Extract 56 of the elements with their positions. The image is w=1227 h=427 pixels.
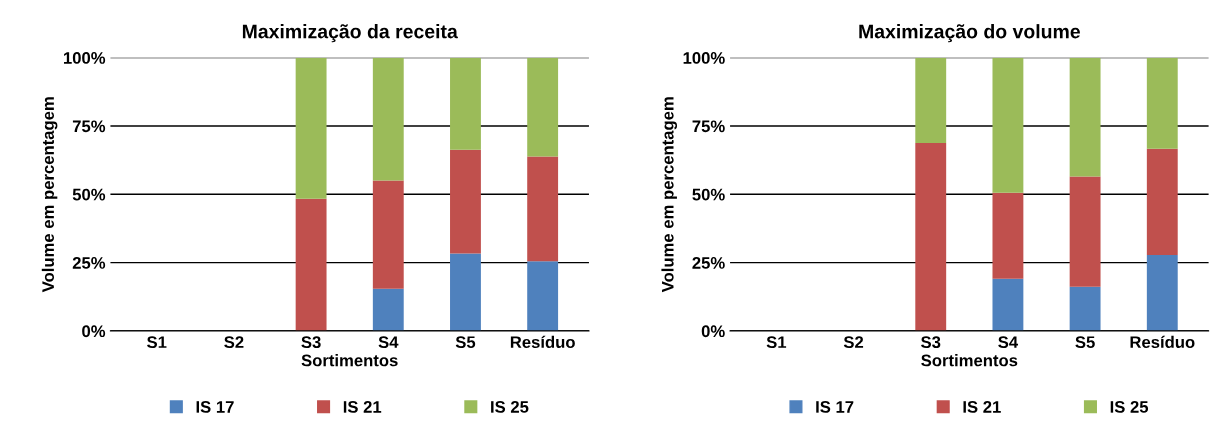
legend-label: IS 25 (1110, 401, 1149, 413)
bar (1146, 254, 1178, 331)
legend-label: IS 21 (963, 401, 1001, 413)
bar (1069, 176, 1101, 287)
x-axis-title: Sortimentos (301, 354, 398, 367)
bar (992, 57, 1024, 193)
bar (1146, 57, 1178, 149)
bar (450, 149, 481, 254)
x-tick-label: S2 (843, 336, 864, 349)
legend-label: IS 17 (816, 401, 854, 413)
bar (372, 288, 404, 331)
bar (527, 156, 559, 262)
bar (915, 57, 947, 143)
bar (295, 198, 327, 331)
y-tick-label: 75% (692, 120, 725, 133)
x-axis-title: Sortimentos (921, 354, 1018, 367)
x-tick-label: S4 (998, 336, 1019, 349)
bar (527, 261, 559, 331)
x-tick-label: S5 (455, 336, 476, 349)
x-tick-label: S3 (921, 336, 941, 349)
y-tick-label: 100% (63, 52, 106, 64)
y-tick-label: 0% (701, 325, 725, 338)
x-tick-label: Resíduo (510, 335, 575, 349)
y-tick-label: 50% (692, 188, 725, 201)
bar (450, 57, 481, 150)
x-tick-label: S3 (301, 336, 321, 349)
y-tick-label: 50% (72, 188, 106, 201)
bar (1069, 57, 1101, 177)
legend-label: IS 21 (343, 401, 382, 413)
bar (1069, 286, 1101, 331)
y-axis-title: Volume em percentagem (41, 97, 58, 293)
legend-label: IS 25 (491, 401, 529, 413)
x-tick-label: S4 (378, 336, 399, 349)
y-tick-label: 100% (683, 52, 725, 64)
legend-label: IS 17 (196, 401, 234, 413)
y-axis-title: Volume em percentagem (661, 97, 678, 293)
y-tick-label: 75% (72, 120, 106, 133)
bar (1146, 148, 1178, 255)
bar (992, 192, 1024, 279)
x-tick-label: S2 (224, 336, 244, 349)
chart-title: Maximização da receita (242, 24, 458, 43)
x-tick-label: S1 (766, 336, 787, 349)
bar (992, 278, 1024, 331)
bar (295, 57, 327, 199)
y-tick-label: 25% (692, 257, 725, 269)
bar (450, 253, 481, 331)
x-tick-label: S1 (147, 336, 167, 349)
chart-title: Maximização do volume (859, 24, 1080, 43)
x-tick-label: Resíduo (1130, 335, 1195, 349)
bar (372, 57, 404, 181)
bar (372, 180, 404, 289)
bar (527, 57, 559, 157)
bar (915, 142, 947, 331)
y-tick-label: 25% (72, 257, 106, 269)
y-tick-label: 0% (82, 325, 106, 338)
x-tick-label: S5 (1075, 336, 1095, 349)
